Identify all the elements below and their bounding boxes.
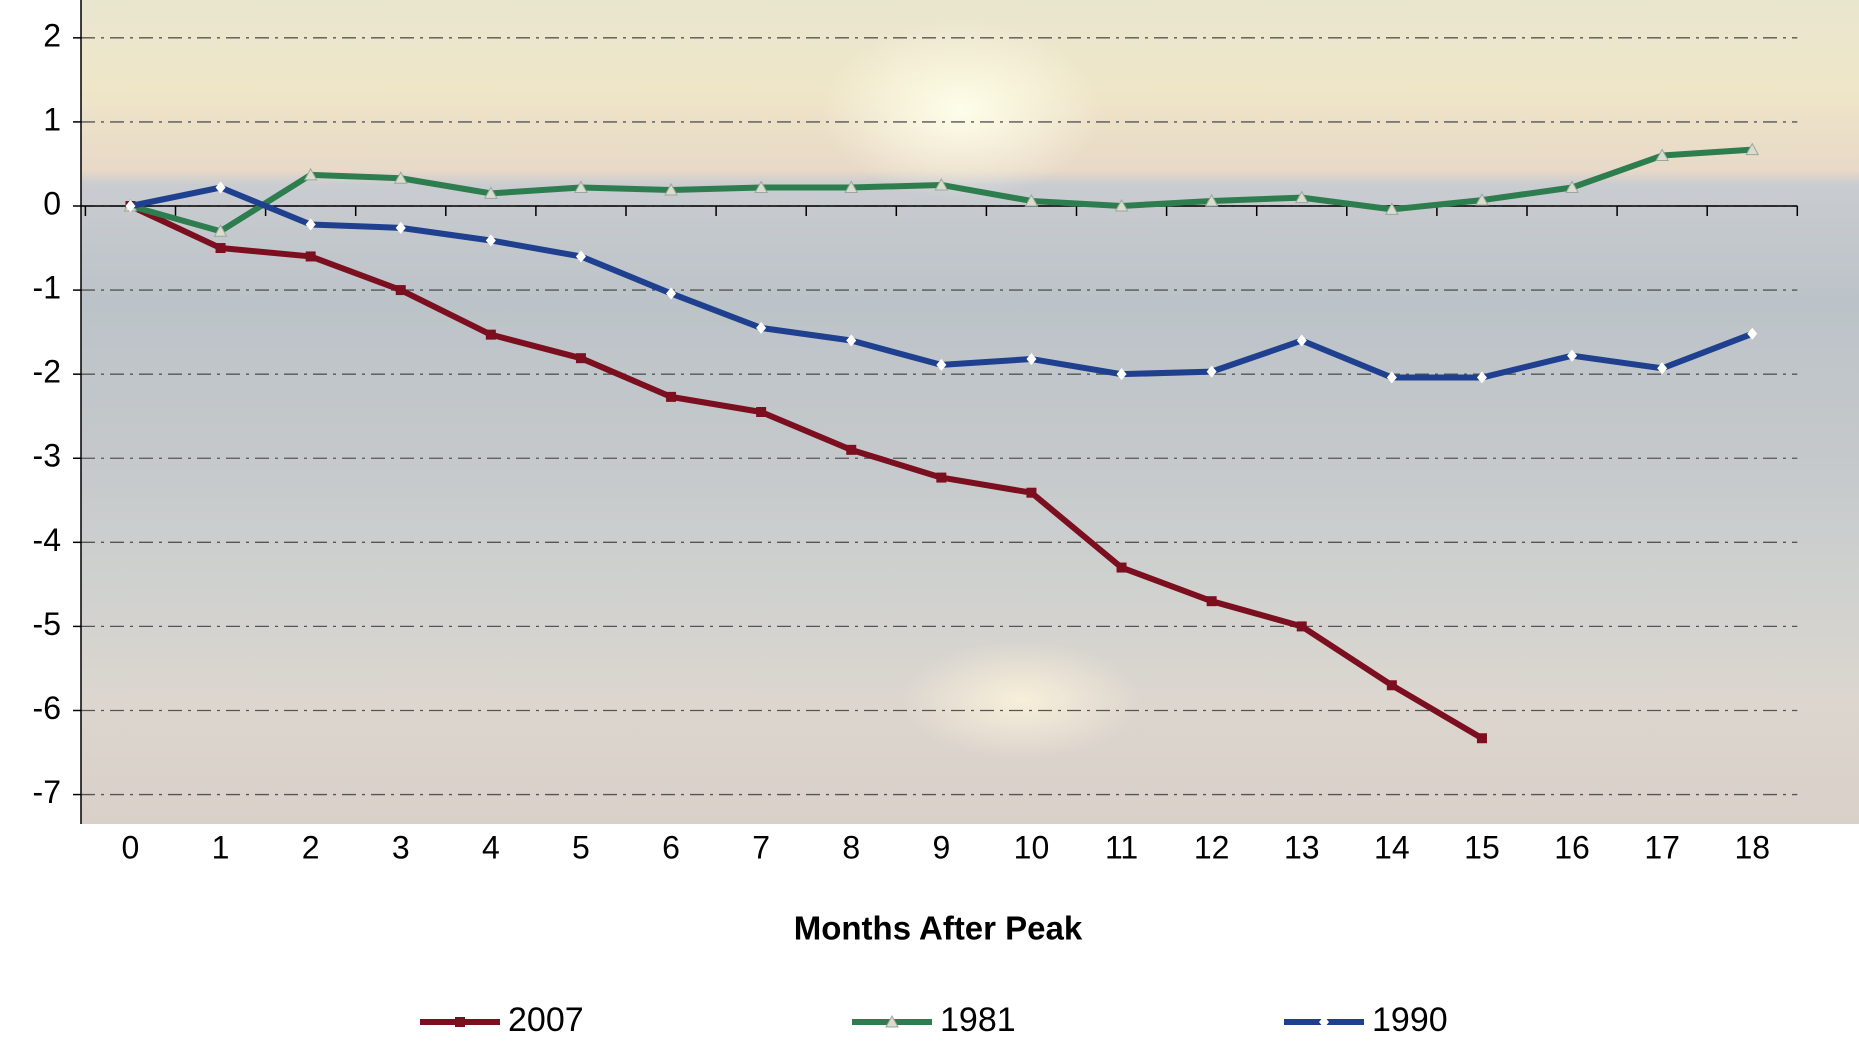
x-tick-label: 14: [1374, 829, 1410, 865]
series-line: [130, 206, 1482, 738]
marker: [1319, 1016, 1329, 1028]
marker: [306, 251, 316, 261]
x-tick-label: 8: [842, 829, 860, 865]
marker: [486, 330, 496, 340]
chart: Months After Peak 210-1-2-3-4-5-6-701234…: [0, 0, 1859, 1045]
y-tick-label: -3: [33, 438, 61, 474]
marker: [455, 1017, 465, 1027]
x-tick-label: 12: [1194, 829, 1230, 865]
marker: [1477, 733, 1487, 743]
x-tick-label: 17: [1644, 829, 1680, 865]
page: Months After Peak 210-1-2-3-4-5-6-701234…: [0, 0, 1859, 1045]
marker: [216, 243, 226, 253]
marker: [1117, 368, 1127, 380]
x-tick-label: 15: [1464, 829, 1500, 865]
x-axis-label: Months After Peak: [794, 910, 1083, 947]
x-tick-label: 5: [572, 829, 590, 865]
x-tick-label: 1: [212, 829, 230, 865]
x-tick-label: 18: [1734, 829, 1770, 865]
legend-label: 1990: [1372, 1001, 1448, 1039]
marker: [846, 335, 856, 347]
x-tick-label: 0: [122, 829, 140, 865]
y-tick-label: 0: [43, 185, 61, 221]
marker: [1026, 353, 1036, 365]
y-tick-label: -7: [33, 774, 61, 810]
y-tick-label: 1: [43, 101, 61, 137]
y-tick-label: -2: [33, 354, 61, 390]
x-tick-label: 2: [302, 829, 320, 865]
marker: [936, 359, 946, 371]
marker: [1117, 563, 1127, 573]
marker: [1567, 350, 1577, 362]
x-tick-label: 3: [392, 829, 410, 865]
x-tick-label: 13: [1284, 829, 1320, 865]
x-tick-label: 10: [1014, 829, 1050, 865]
marker: [936, 473, 946, 483]
y-tick-label: -6: [33, 690, 61, 726]
marker: [1387, 680, 1397, 690]
x-tick-label: 9: [932, 829, 950, 865]
marker: [486, 234, 496, 246]
marker: [1477, 372, 1487, 384]
x-tick-label: 16: [1554, 829, 1590, 865]
marker: [1026, 488, 1036, 498]
marker: [846, 445, 856, 455]
marker: [666, 392, 676, 402]
x-tick-label: 7: [752, 829, 770, 865]
y-tick-label: -5: [33, 606, 61, 642]
x-tick-label: 6: [662, 829, 680, 865]
x-tick-label: 11: [1105, 829, 1138, 865]
y-tick-label: -1: [33, 270, 61, 306]
marker: [396, 222, 406, 234]
marker: [1297, 621, 1307, 631]
marker: [396, 285, 406, 295]
marker: [576, 353, 586, 363]
legend-label: 1981: [940, 1001, 1016, 1039]
y-tick-label: 2: [43, 17, 61, 53]
legend-label: 2007: [508, 1001, 584, 1039]
y-tick-label: -4: [33, 522, 61, 558]
marker: [756, 407, 766, 417]
marker: [1207, 596, 1217, 606]
x-tick-label: 4: [482, 829, 500, 865]
